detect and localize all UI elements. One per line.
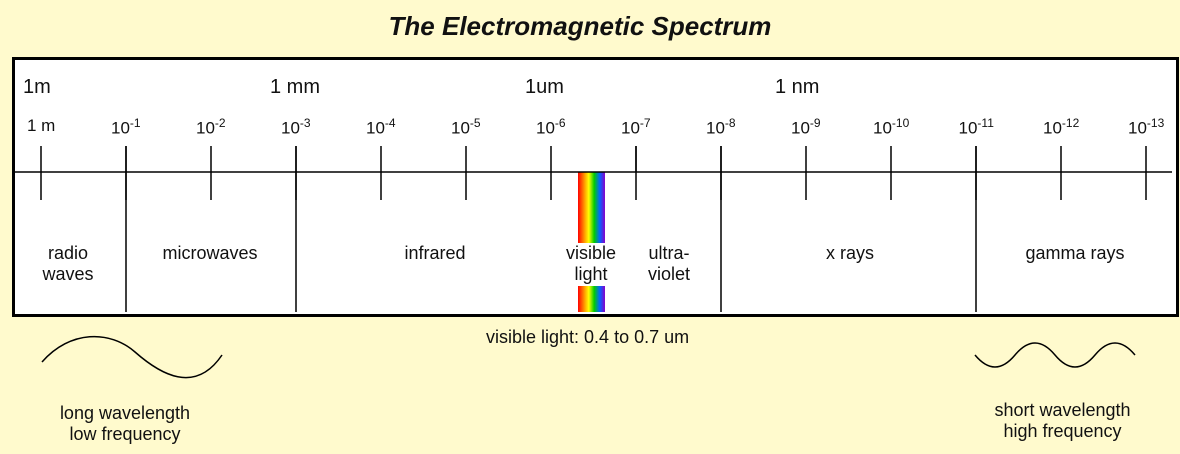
tick-label: 10-8 <box>706 116 736 138</box>
long-wavelength-caption: long wavelength low frequency <box>59 403 191 444</box>
region-ultraviolet: ultra- violet <box>647 243 691 284</box>
tick-label: 10-7 <box>621 116 651 138</box>
scale-label-1nm: 1 nm <box>775 76 820 98</box>
tick-label: 10-11 <box>958 116 994 138</box>
short-wavelength-caption: short wavelength high frequency <box>994 400 1131 441</box>
scale-label-1mm: 1 mm <box>270 76 320 98</box>
visible-light-note: visible light: 0.4 to 0.7 um <box>486 327 690 347</box>
diagram-title: The Electromagnetic Spectrum <box>388 11 772 41</box>
region-infrared: infrared <box>404 243 466 263</box>
tick-label: 10-4 <box>366 116 396 138</box>
region-microwaves: microwaves <box>162 243 258 263</box>
tick-label: 10-10 <box>873 116 910 138</box>
tick-label: 1 m <box>27 116 56 135</box>
tick-label: 10-1 <box>111 116 141 138</box>
tick-label: 10-5 <box>451 116 481 138</box>
long-wave-icon <box>41 335 223 379</box>
visible-band-lower <box>578 286 605 312</box>
scale-label-1m: 1m <box>23 76 51 98</box>
tick-label: 10-3 <box>281 116 311 138</box>
tick-label: 10-12 <box>1043 116 1080 138</box>
scale-label-1um: 1um <box>525 76 564 98</box>
region-x-rays: x rays <box>825 243 874 263</box>
tick-label: 10-13 <box>1128 116 1165 138</box>
region-radio-waves: radio waves <box>42 243 94 284</box>
region-visible-light: visible light <box>553 243 629 285</box>
short-wave-icon <box>974 342 1136 368</box>
region-gamma-rays: gamma rays <box>1025 243 1125 263</box>
tick-label: 10-2 <box>196 116 226 138</box>
visible-band-upper <box>578 172 605 244</box>
tick-label: 10-9 <box>791 116 821 138</box>
tick-label: 10-6 <box>536 116 566 138</box>
